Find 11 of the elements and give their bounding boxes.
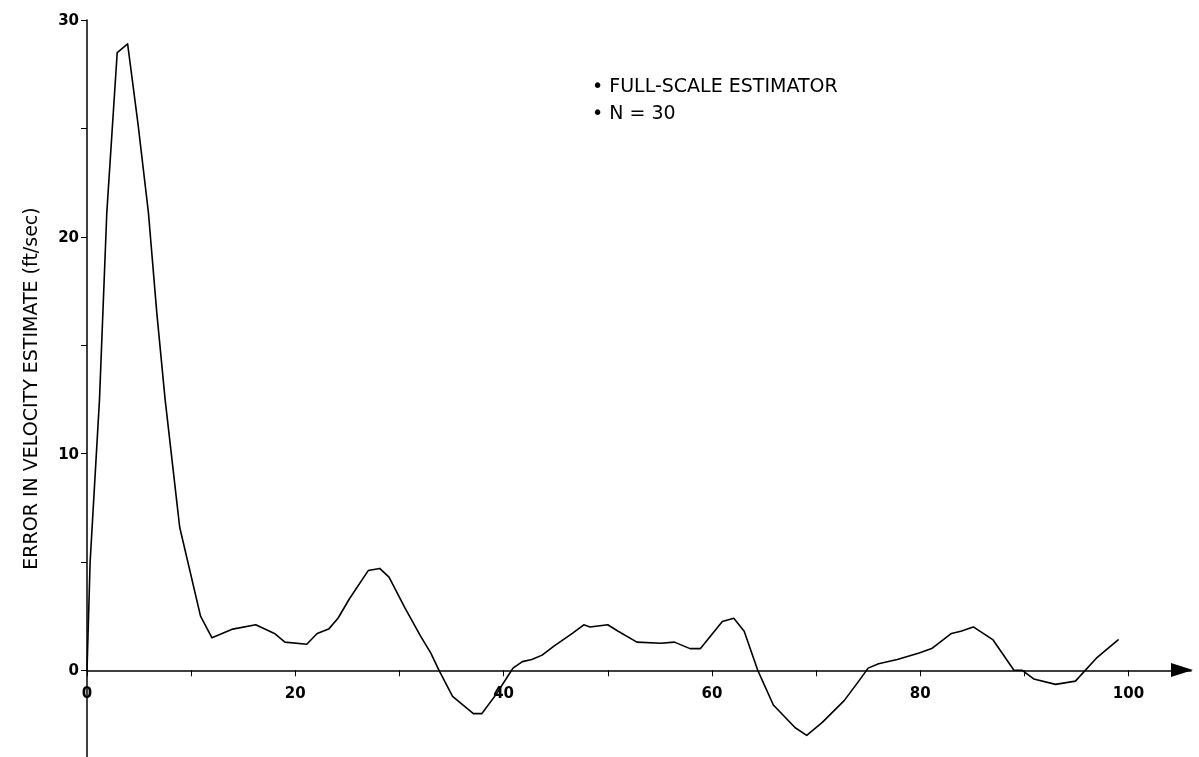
annotation: • FULL-SCALE ESTIMATOR (592, 73, 838, 96)
y-tick-label: 10 (58, 444, 79, 463)
y-tick-label: 20 (58, 227, 79, 246)
annotation: • N = 30 (592, 100, 676, 123)
y-tick-label: 30 (58, 11, 79, 29)
x-tick-label: 60 (701, 683, 723, 702)
x-tick-label: 20 (284, 683, 306, 702)
x-tick-label: 100 (1112, 683, 1145, 702)
y-axis-title: ERROR IN VELOCITY ESTIMATE (ft/sec) (18, 207, 41, 570)
y-tick-label: 0 (68, 661, 79, 680)
x-tick-label: 80 (909, 683, 931, 702)
